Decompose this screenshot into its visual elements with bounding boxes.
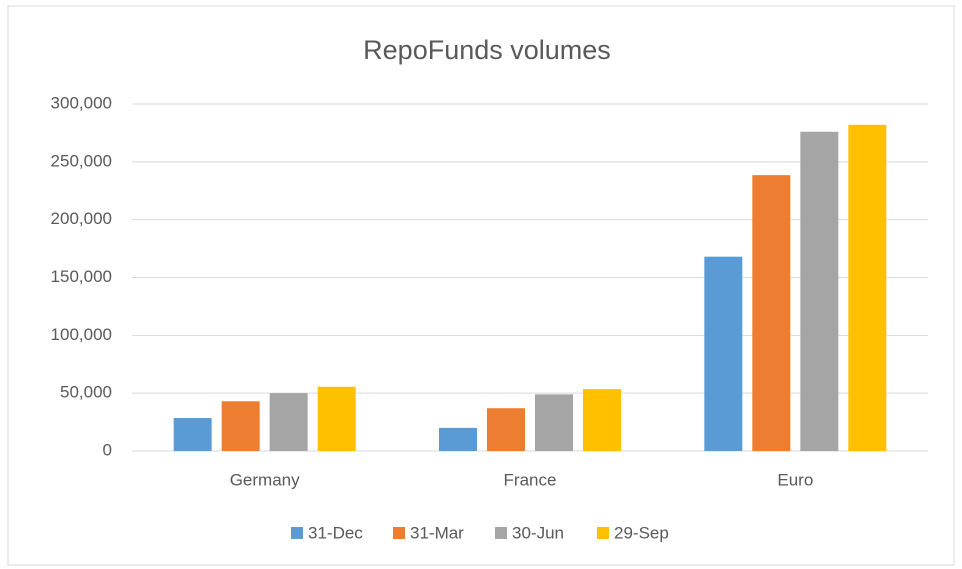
bar [269, 393, 308, 451]
legend-label: 29-Sep [614, 523, 669, 542]
bar [221, 401, 260, 451]
y-tick-label: 250,000 [51, 151, 112, 170]
chart-frame [7, 5, 955, 566]
bar [752, 175, 791, 451]
y-tick-label: 50,000 [60, 383, 112, 402]
bar [704, 256, 743, 451]
legend-swatch [495, 527, 507, 539]
x-tick-label: Euro [777, 470, 813, 489]
y-tick-label: 150,000 [51, 267, 112, 286]
y-tick-label: 200,000 [51, 209, 112, 228]
legend-swatch [393, 527, 405, 539]
y-tick-label: 100,000 [51, 325, 112, 344]
legend-swatch [597, 527, 609, 539]
y-tick-label: 0 [103, 440, 112, 459]
bar [439, 427, 477, 451]
legend-swatch [291, 527, 303, 539]
bar [848, 124, 887, 451]
legend-label: 31-Dec [308, 523, 363, 542]
bar [535, 394, 573, 451]
chart-title: RepoFunds volumes [363, 35, 611, 65]
bar [583, 389, 621, 451]
bar [800, 131, 839, 451]
y-tick-label: 300,000 [51, 93, 112, 112]
bar [317, 386, 356, 451]
legend-label: 31-Mar [410, 523, 464, 542]
legend-label: 30-Jun [512, 523, 564, 542]
x-tick-label: France [504, 470, 557, 489]
x-tick-label: Germany [230, 470, 300, 489]
bar [487, 408, 525, 451]
bar [173, 418, 212, 451]
